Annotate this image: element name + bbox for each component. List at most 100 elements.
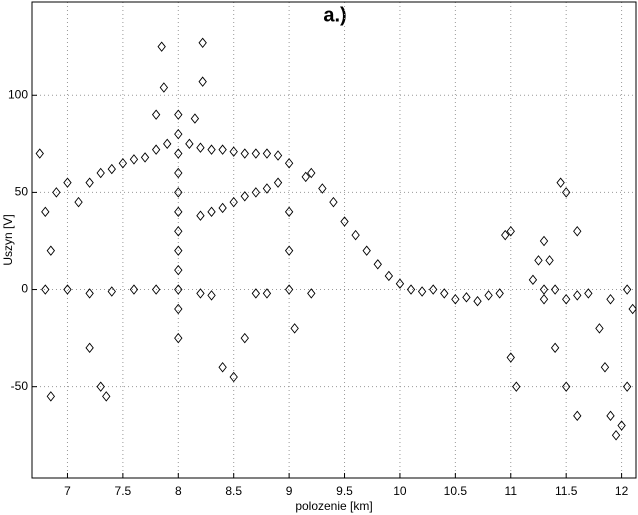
x-tick-label: 9: [286, 484, 293, 498]
point: [174, 206, 183, 218]
y-tick-label: -50: [11, 379, 29, 393]
point: [251, 288, 261, 299]
point: [174, 264, 183, 276]
point: [85, 342, 94, 354]
point: [107, 286, 116, 297]
point: [528, 274, 538, 286]
point: [318, 183, 327, 194]
point: [273, 150, 283, 161]
point: [473, 295, 482, 307]
point: [174, 226, 183, 237]
point: [74, 196, 83, 208]
point: [63, 177, 72, 188]
point: [129, 284, 139, 295]
point: [63, 284, 72, 295]
x-tick-label: 8: [175, 484, 182, 498]
y-tick-label: 50: [15, 185, 29, 199]
point: [157, 41, 166, 52]
point: [262, 148, 272, 159]
point: [611, 430, 621, 441]
point: [307, 167, 316, 179]
point: [174, 148, 183, 159]
point: [185, 138, 194, 150]
point: [307, 288, 316, 299]
point: [229, 371, 238, 383]
point: [562, 381, 571, 392]
point: [600, 362, 610, 373]
point: [406, 284, 416, 295]
point: [617, 420, 626, 431]
x-tick-label: 10.5: [444, 484, 468, 498]
point: [174, 128, 183, 140]
y-tick-label: 100: [8, 87, 28, 101]
point: [46, 391, 56, 402]
x-tick-label: 11: [505, 484, 518, 498]
point: [96, 167, 105, 179]
point: [545, 255, 554, 266]
point: [512, 381, 521, 392]
point: [539, 294, 549, 305]
point: [129, 154, 139, 165]
point: [240, 332, 249, 344]
point: [273, 177, 283, 188]
x-tick-label: 12: [615, 484, 629, 498]
point: [628, 303, 637, 315]
point: [46, 245, 56, 256]
point: [534, 255, 543, 266]
point: [207, 144, 216, 155]
y-axis-label: Uszyn [V]: [1, 214, 15, 265]
point: [290, 323, 299, 334]
plot-area: [32, 2, 636, 478]
point: [606, 410, 615, 422]
x-tick-label: 7.5: [115, 484, 132, 498]
point: [41, 284, 50, 295]
x-axis-label: polozenie [km]: [295, 499, 372, 513]
point: [140, 152, 150, 163]
point: [85, 177, 94, 188]
point: [573, 226, 582, 237]
point: [251, 148, 261, 159]
point: [251, 187, 261, 198]
point: [495, 288, 504, 299]
point: [118, 158, 128, 169]
point: [351, 229, 360, 241]
point: [284, 245, 294, 256]
point: [96, 381, 105, 392]
point: [573, 410, 582, 422]
point: [229, 196, 238, 208]
point: [107, 163, 116, 175]
point: [539, 284, 549, 295]
point: [262, 183, 272, 194]
x-tick-label: 9.5: [336, 484, 353, 498]
point: [190, 113, 200, 124]
y-tick-label: 0: [21, 282, 28, 296]
point: [41, 206, 50, 218]
x-tick-label: 11.5: [555, 484, 578, 498]
point: [151, 144, 161, 155]
point: [52, 187, 61, 198]
point: [622, 284, 632, 295]
point: [301, 171, 310, 183]
point: [174, 109, 183, 120]
point: [196, 210, 205, 221]
point: [417, 286, 427, 297]
chart-title: a.): [323, 4, 346, 26]
point: [595, 323, 604, 334]
point: [163, 138, 172, 150]
point: [373, 259, 382, 270]
point: [174, 245, 183, 256]
point: [240, 148, 249, 159]
point: [451, 294, 460, 305]
point: [159, 82, 169, 93]
point: [556, 177, 565, 188]
point: [207, 290, 216, 301]
point: [198, 76, 207, 87]
point: [174, 187, 183, 198]
point: [284, 284, 294, 295]
point: [196, 142, 205, 153]
point: [506, 226, 515, 237]
x-tick-label: 7: [64, 484, 71, 498]
point: [198, 37, 207, 49]
point: [362, 245, 371, 256]
x-tick-label: 8.5: [225, 484, 242, 498]
